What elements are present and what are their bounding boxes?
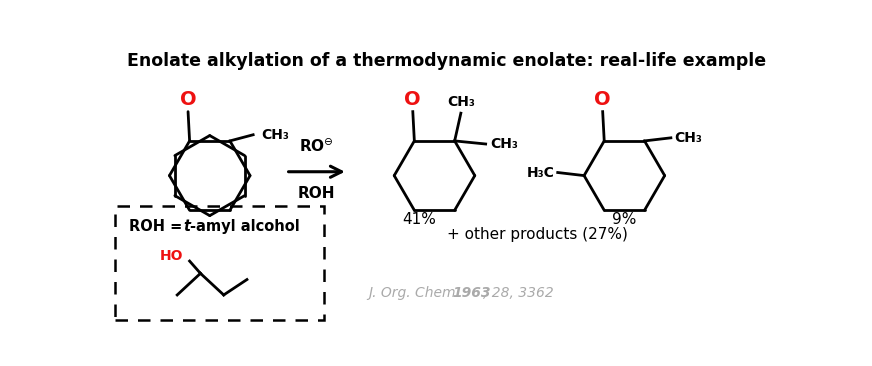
Text: + other products (27%): + other products (27%) — [446, 227, 628, 242]
Text: -amyl alcohol: -amyl alcohol — [190, 220, 300, 235]
Bar — [115, 206, 324, 320]
Text: , 28, 3362: , 28, 3362 — [483, 287, 554, 300]
Text: t: t — [183, 220, 190, 235]
Text: H₃C: H₃C — [527, 165, 555, 179]
Text: O: O — [595, 90, 611, 109]
Text: J. Org. Chem.: J. Org. Chem. — [369, 287, 465, 300]
Text: CH₃: CH₃ — [490, 137, 518, 151]
Text: ROH: ROH — [298, 186, 336, 201]
Text: O: O — [405, 90, 421, 109]
Text: CH₃: CH₃ — [674, 131, 702, 145]
Text: 41%: 41% — [402, 212, 436, 227]
Text: ROH =: ROH = — [129, 220, 187, 235]
Text: CH₃: CH₃ — [261, 128, 289, 142]
Text: 9%: 9% — [612, 212, 637, 227]
Text: CH₃: CH₃ — [447, 94, 474, 109]
Text: O: O — [180, 90, 196, 109]
Text: HO: HO — [160, 250, 183, 264]
Text: Enolate alkylation of a thermodynamic enolate: real-life example: Enolate alkylation of a thermodynamic en… — [127, 52, 766, 70]
Text: RO$^{\mathsf{\ominus}}$: RO$^{\mathsf{\ominus}}$ — [299, 138, 334, 155]
Text: 1963: 1963 — [453, 287, 491, 300]
